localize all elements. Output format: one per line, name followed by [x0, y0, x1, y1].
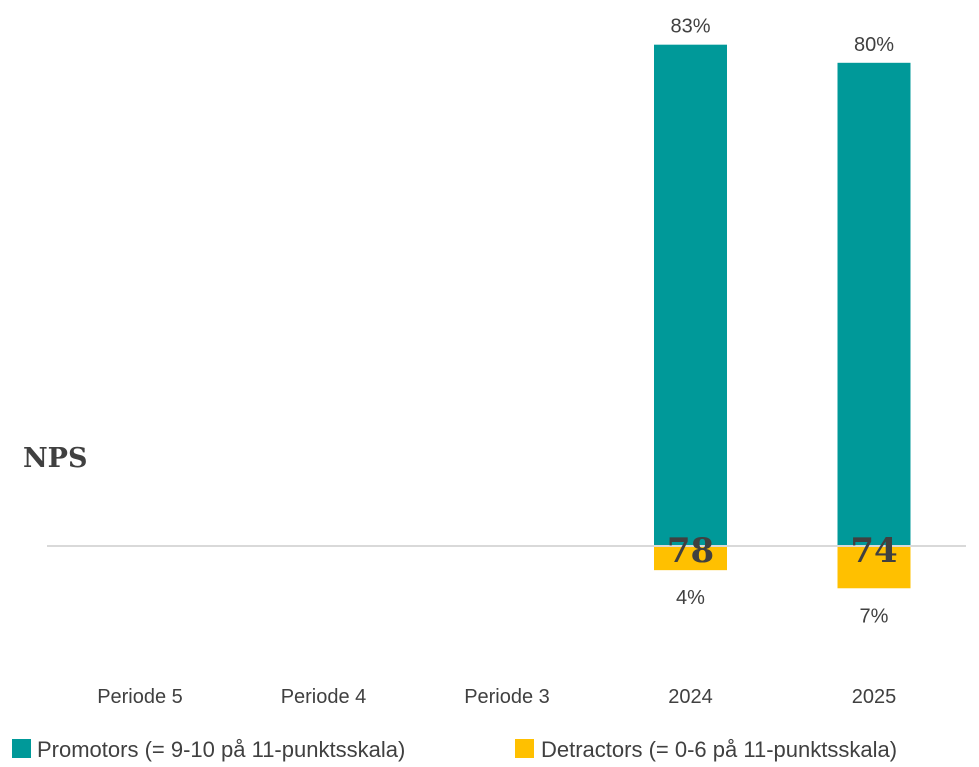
labels-layer: Periode 5 Periode 4 Periode 3 2024 83% 4% 78 20… [97, 16, 897, 708]
nps-value: 78 [667, 531, 714, 571]
bars-layer [654, 44, 911, 589]
nps-axis-label: NPS [23, 443, 87, 474]
nps-value: 74 [850, 531, 897, 571]
promotors-data-label: 80% [854, 34, 894, 56]
category-label: 2025 [852, 686, 897, 708]
detractors-bar [837, 546, 911, 589]
detractors-bar [654, 546, 727, 571]
promotors-data-label: 83% [670, 16, 710, 38]
legend-label-detractors: Detractors (= 0-6 på 11-punktsskala) [541, 737, 897, 762]
detractors-data-label: 4% [676, 587, 705, 609]
promotors-bar [837, 62, 911, 547]
category-label: 2024 [668, 686, 713, 708]
category-label: Periode 5 [97, 686, 183, 708]
category-label: Periode 3 [464, 686, 550, 708]
legend-swatch-detractors [515, 739, 534, 758]
promotors-bar [654, 44, 727, 547]
detractors-data-label: 7% [860, 605, 889, 627]
legend-swatch-promotors [12, 739, 31, 758]
legend: Promotors (= 9-10 på 11-punktsskala) Det… [12, 737, 897, 762]
category-label: Periode 4 [281, 686, 367, 708]
legend-label-promotors: Promotors (= 9-10 på 11-punktsskala) [37, 737, 405, 762]
